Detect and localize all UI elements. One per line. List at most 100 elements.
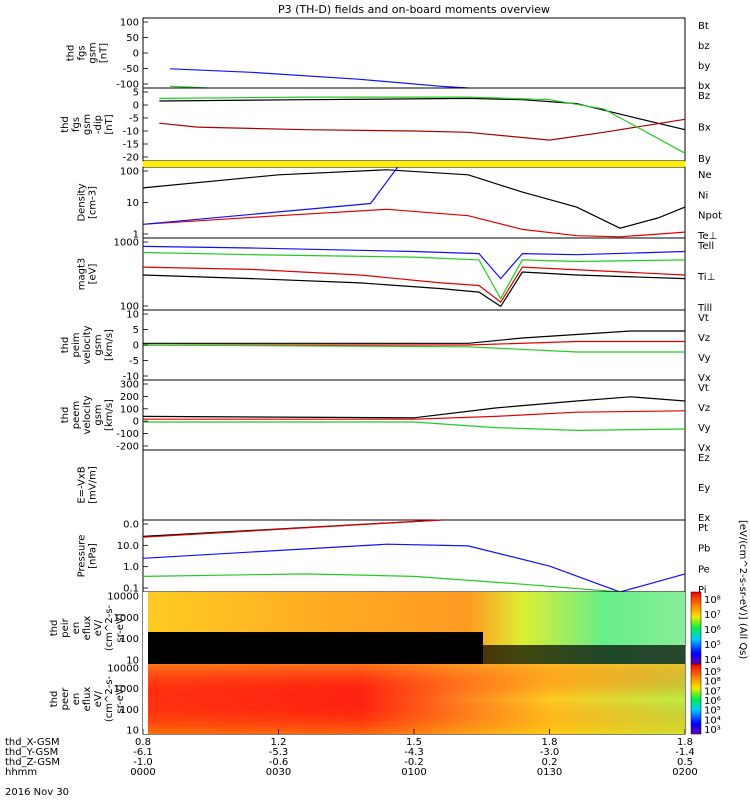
panel-frame <box>142 449 686 521</box>
series-bx <box>170 68 469 89</box>
series-Vy <box>142 344 685 353</box>
x-tick-label: -1.0 <box>133 757 153 768</box>
legend-entry: Ti⊥ <box>697 272 715 283</box>
y-tick-label: 50 <box>126 33 139 44</box>
panel-4: 1000 100 magt3 [eV] Tell Ti⊥ Till <box>77 237 715 314</box>
y-axis-label: Pressure <box>77 535 88 578</box>
series-Npot <box>142 166 399 225</box>
y-tick-label: -5 <box>129 114 139 125</box>
y-tick-label: 100 <box>120 705 139 716</box>
colorbar-tick: 10³ <box>704 725 721 736</box>
colorbar-ion <box>690 591 702 665</box>
x-tick-label: -3.0 <box>540 747 560 758</box>
y-axis-label: magt3 <box>77 258 88 291</box>
colorbar-tick: 10⁴ <box>704 655 721 666</box>
y-axis-label: thd <box>49 620 60 637</box>
y-tick-label: 100 <box>120 634 139 645</box>
y-axis-label: thd <box>60 337 71 354</box>
y-tick-label: 200 <box>120 392 139 403</box>
y-axis-label: gsm <box>93 404 104 425</box>
y-axis-label: fgs <box>77 45 88 60</box>
y-axis-label: peir <box>60 617 71 637</box>
series-Vz <box>143 340 685 346</box>
legend-entry: Bt <box>698 21 709 32</box>
colorbar-tick: 10⁷ <box>704 686 721 697</box>
x-tick-label: 0030 <box>266 767 291 778</box>
x-tick-label: 0.5 <box>677 757 693 768</box>
series-Ne <box>142 208 686 238</box>
panel-1: 100 50 0 -50 -100 thd fgs gsm [nT] Bt bz by bx <box>66 17 710 92</box>
panel-frame <box>142 519 686 593</box>
y-tick-label: 0.0 <box>123 520 139 531</box>
y-tick-label: 0 <box>133 101 139 112</box>
legend-entry: Vx <box>698 443 711 454</box>
y-axis-label: [km/s] <box>104 399 115 431</box>
y-tick-label: 300 <box>120 380 139 391</box>
colorbar-tick: 10⁶ <box>704 625 721 636</box>
y-axis-label: gsm <box>93 334 104 355</box>
y-tick-label: -100 <box>116 80 139 91</box>
x-tick-label: -0.6 <box>269 757 289 768</box>
y-tick-label: -10 <box>123 372 139 383</box>
y-axis-label: thd <box>60 407 71 424</box>
series-Te⊥ <box>142 266 686 303</box>
y-axis-label: eflux <box>82 687 93 712</box>
colorbar-tick: 10⁹ <box>704 667 721 678</box>
y-axis-label: (cm^2-s- <box>104 604 115 651</box>
legend-entry: Pt <box>698 523 708 534</box>
electron-spectrogram <box>143 664 685 734</box>
panel-8: 0.0 10.0 1.0 0.1 Pressure [nPa] Pt Pb Pe Pi <box>77 519 710 596</box>
y-axis-label: [km/s] <box>104 329 115 361</box>
legend-entry: Vy <box>698 423 711 434</box>
y-axis-label: [nT] <box>104 114 115 134</box>
series-Pe <box>142 573 685 593</box>
legend-entry: Vt <box>698 383 709 394</box>
y-axis-label: thd <box>49 691 60 708</box>
y-tick-label: 10 <box>126 310 139 321</box>
y-axis-label: gsm <box>88 42 99 63</box>
y-axis-label: [eV] <box>88 264 99 285</box>
y-tick-label: -20 <box>123 153 139 164</box>
y-tick-label: -15 <box>123 140 139 151</box>
y-axis-label: peem <box>71 401 82 429</box>
y-tick-label: 10000 <box>107 664 139 675</box>
x-tick-label: 1.8 <box>677 737 693 748</box>
y-tick-label: 100 <box>120 18 139 29</box>
legend-entry: bz <box>698 41 710 52</box>
y-axis-label: thd <box>66 45 77 62</box>
y-axis-label: thd <box>60 116 71 133</box>
y-axis-label: gsm <box>82 114 93 135</box>
series-Vt <box>142 396 686 419</box>
series-Vt <box>143 330 685 344</box>
y-tick-label: 1 <box>133 230 139 241</box>
legend-entry: by <box>698 61 710 72</box>
legend-entry: Till <box>697 303 712 314</box>
y-axis-label: [cm-3] <box>88 186 99 219</box>
y-tick-label: 5 <box>133 325 139 336</box>
x-tick-label: 1.5 <box>406 737 422 748</box>
y-axis-label: en <box>71 622 82 635</box>
x-tick-label: 0.2 <box>542 757 558 768</box>
panel-frame <box>142 379 686 451</box>
x-tick-label: -6.1 <box>133 747 153 758</box>
x-tick-label: 1.8 <box>542 737 558 748</box>
y-tick-label: 1000 <box>114 613 139 624</box>
ion-spectrogram <box>143 592 685 664</box>
y-tick-label: -100 <box>116 429 139 440</box>
legend-entry: Tell <box>697 241 714 252</box>
series-Vy <box>143 421 686 432</box>
x-tick-label: 0.8 <box>135 737 151 748</box>
y-axis-label: peer <box>60 687 71 711</box>
panel-7: E=-VxB [mV/m] Ez Ey Ex <box>77 449 710 524</box>
y-axis-label: en <box>71 693 82 706</box>
status-bar <box>143 161 685 167</box>
series-Pi <box>142 543 686 593</box>
y-axis-label: E=-VxB <box>77 466 88 503</box>
legend-entry: Vx <box>698 373 711 384</box>
legend-entry: Ni <box>698 190 708 201</box>
y-tick-label: 100 <box>120 302 139 313</box>
series-Till <box>142 251 686 300</box>
panel-2: 5 0 -5 -10 -15 -20 thd fgs gsm -dip [nT] Bz Bx By <box>60 87 711 165</box>
